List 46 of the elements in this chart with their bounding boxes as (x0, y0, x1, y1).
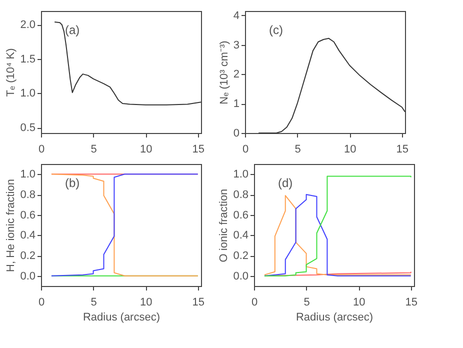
y-axis-title: O ionic fraction (218, 188, 230, 262)
y-tick-label: 0.8 (233, 189, 248, 201)
x-tick-label: 0 (38, 296, 45, 308)
y-axis-title: Tₑ (10⁴ K) (5, 48, 18, 97)
y-tick-label: 2.0 (20, 19, 36, 32)
x-tick-label: 5 (294, 144, 301, 156)
x-tick-label: 0 (38, 144, 45, 156)
y-axis-title: H, He ionic fraction (5, 179, 18, 272)
y-tick-label: 2 (233, 68, 240, 81)
annotation: (b) (65, 176, 80, 190)
annotation: (d) (278, 176, 293, 190)
y-tick-label: 0.4 (20, 230, 36, 242)
y-tick-label: 1.0 (20, 168, 36, 181)
x-tick-label: 5 (304, 296, 310, 308)
annotation: (a) (65, 23, 80, 37)
y-tick-label: 1.0 (20, 88, 36, 100)
y-tick-label: 0.8 (20, 189, 36, 201)
y-axis-title: Nₑ (10³ cm⁻³) (218, 40, 230, 104)
y-tick-label: 0.6 (20, 209, 36, 222)
y-tick-label: 0.2 (233, 250, 248, 262)
y-tick-label: 1.0 (233, 168, 248, 181)
annotation: (c) (269, 23, 283, 37)
y-tick-label: 0.4 (233, 230, 248, 242)
x-tick-label: 5 (90, 296, 97, 308)
x-tick-label: 15 (192, 296, 204, 308)
x-tick-label: 15 (405, 296, 418, 308)
y-tick-label: 0.0 (20, 270, 36, 282)
x-tick-label: 10 (140, 144, 152, 156)
x-axis-title: Radius (arcsec) (82, 312, 160, 324)
x-axis-title: Radius (arcsec) (296, 312, 374, 324)
y-tick-label: 4 (233, 10, 240, 22)
x-tick-label: 5 (90, 144, 97, 156)
y-tick-label: 0 (233, 128, 240, 140)
y-tick-label: 3 (233, 39, 240, 52)
y-tick-label: 0.5 (20, 122, 36, 134)
y-tick-label: 0.6 (233, 209, 248, 222)
x-tick-label: 15 (192, 144, 204, 156)
y-tick-label: 0.2 (20, 250, 36, 262)
x-tick-label: 15 (396, 144, 408, 156)
y-tick-label: 1 (233, 98, 240, 110)
y-tick-label: 1.5 (20, 53, 36, 66)
x-tick-label: 10 (352, 296, 366, 308)
x-tick-label: 10 (140, 296, 152, 308)
x-tick-label: 10 (344, 144, 356, 156)
y-tick-label: 0.0 (233, 270, 248, 282)
x-tick-label: 0 (251, 296, 258, 308)
